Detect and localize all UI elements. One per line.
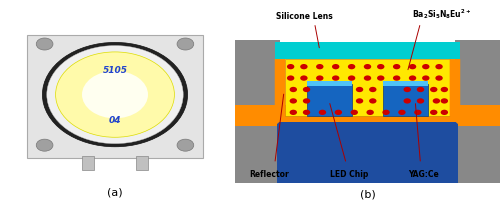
Polygon shape xyxy=(275,60,285,124)
Bar xyxy=(306,84,352,117)
Circle shape xyxy=(287,65,294,70)
Text: (b): (b) xyxy=(360,188,376,198)
Circle shape xyxy=(364,65,371,70)
Circle shape xyxy=(348,65,356,70)
Circle shape xyxy=(417,87,424,93)
Circle shape xyxy=(316,65,324,70)
Text: 5105: 5105 xyxy=(102,66,128,74)
Bar xyxy=(136,157,148,171)
Circle shape xyxy=(300,65,308,70)
Circle shape xyxy=(422,65,430,70)
Text: Silicone Lens: Silicone Lens xyxy=(276,12,332,21)
Circle shape xyxy=(398,110,406,115)
Bar xyxy=(455,41,500,107)
Circle shape xyxy=(287,76,294,81)
Circle shape xyxy=(356,87,364,93)
Circle shape xyxy=(42,43,188,147)
Circle shape xyxy=(422,76,430,81)
Circle shape xyxy=(177,139,194,151)
Circle shape xyxy=(409,76,416,81)
Circle shape xyxy=(404,99,411,104)
Bar xyxy=(232,105,500,126)
Circle shape xyxy=(290,99,297,104)
Circle shape xyxy=(377,65,384,70)
Circle shape xyxy=(417,99,424,104)
Circle shape xyxy=(47,46,183,144)
Circle shape xyxy=(432,99,440,104)
Bar xyxy=(455,117,500,183)
Text: (a): (a) xyxy=(107,186,123,196)
Circle shape xyxy=(56,53,174,138)
Circle shape xyxy=(348,76,356,81)
Circle shape xyxy=(436,65,443,70)
Circle shape xyxy=(318,110,326,115)
Bar xyxy=(384,82,428,86)
Circle shape xyxy=(414,110,422,115)
Circle shape xyxy=(440,99,448,104)
Circle shape xyxy=(430,87,438,93)
Bar xyxy=(306,82,352,86)
Circle shape xyxy=(404,87,411,93)
Circle shape xyxy=(364,76,371,81)
Circle shape xyxy=(36,39,53,51)
Bar xyxy=(286,60,450,117)
Bar xyxy=(278,122,458,183)
Circle shape xyxy=(82,71,148,119)
Circle shape xyxy=(430,110,438,115)
Circle shape xyxy=(350,110,358,115)
Circle shape xyxy=(366,110,374,115)
Circle shape xyxy=(356,99,364,104)
Circle shape xyxy=(290,87,297,93)
Circle shape xyxy=(436,76,443,81)
Circle shape xyxy=(303,110,310,115)
Circle shape xyxy=(303,87,310,93)
Circle shape xyxy=(440,87,448,93)
Polygon shape xyxy=(450,60,460,124)
Bar xyxy=(235,41,280,107)
Text: Reflector: Reflector xyxy=(250,170,290,179)
Text: YAG:Ce: YAG:Ce xyxy=(408,170,438,179)
Circle shape xyxy=(332,76,340,81)
Circle shape xyxy=(369,87,376,93)
Text: $\mathregular{Ba_2Si_5N_8Eu^{2+}}$: $\mathregular{Ba_2Si_5N_8Eu^{2+}}$ xyxy=(412,7,471,21)
Circle shape xyxy=(369,99,376,104)
Circle shape xyxy=(393,65,400,70)
Circle shape xyxy=(382,110,390,115)
Circle shape xyxy=(440,110,448,115)
Circle shape xyxy=(300,76,308,81)
Circle shape xyxy=(409,65,416,70)
Circle shape xyxy=(393,76,400,81)
Bar xyxy=(384,84,428,117)
Bar xyxy=(275,43,460,60)
Circle shape xyxy=(303,99,310,104)
Circle shape xyxy=(332,65,340,70)
Bar xyxy=(27,35,203,158)
Bar xyxy=(82,157,94,171)
Circle shape xyxy=(36,139,53,151)
Text: LED Chip: LED Chip xyxy=(330,170,368,179)
Circle shape xyxy=(177,39,194,51)
Text: 04: 04 xyxy=(109,116,121,125)
Circle shape xyxy=(334,110,342,115)
Circle shape xyxy=(290,110,297,115)
Circle shape xyxy=(377,76,384,81)
Bar xyxy=(235,117,280,183)
Circle shape xyxy=(316,76,324,81)
